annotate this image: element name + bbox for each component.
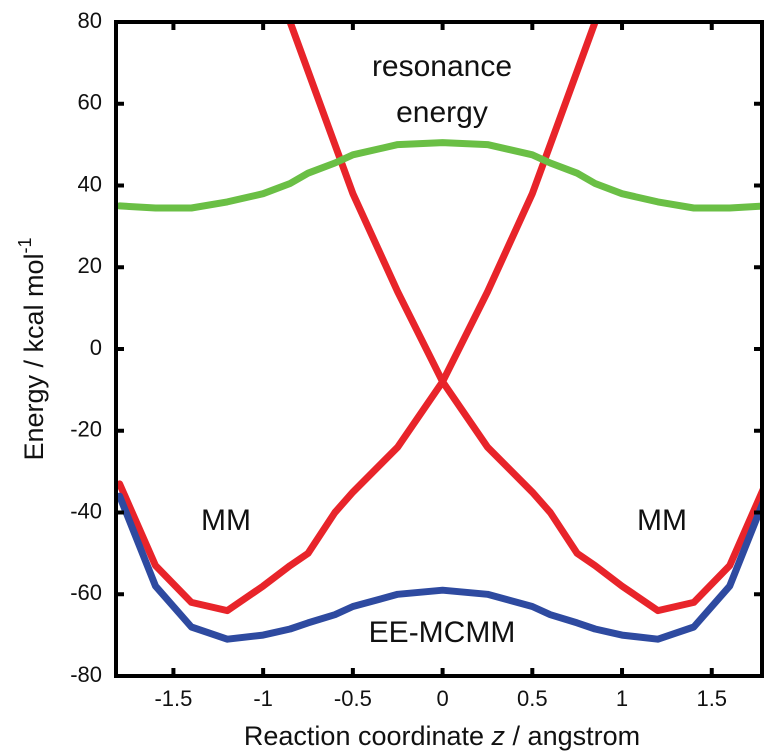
x-tick-label: -1.5: [154, 686, 192, 711]
x-axis-label: Reaction coordinate z / angstrom: [244, 721, 640, 751]
x-tick-label: -1: [253, 686, 273, 711]
x-tick-label: 1.5: [696, 686, 727, 711]
series-line: [116, 139, 762, 212]
y-tick-label: 80: [78, 8, 102, 33]
y-tick-label: -20: [70, 417, 102, 442]
annotation: MM: [201, 504, 251, 537]
x-label-part: z: [491, 721, 506, 751]
x-tick-label: 0.5: [517, 686, 548, 711]
plot-area: [116, 22, 762, 643]
annotation: MM: [637, 504, 687, 537]
x-tick-label: 1: [616, 686, 628, 711]
series-line: [116, 492, 762, 643]
y-label-text: Energy / kcal mol: [19, 253, 49, 460]
y-axis-label: Energy / kcal mol-1: [15, 237, 49, 460]
annotation: EE-MCMM: [369, 616, 516, 649]
series-line: [286, 22, 762, 615]
annotation: energy: [396, 96, 488, 129]
y-tick-label: 40: [78, 171, 102, 196]
series-line: [116, 22, 599, 615]
x-label-part: Reaction coordinate: [244, 721, 492, 751]
y-tick-label: -60: [70, 580, 102, 605]
y-label-sup: -1: [15, 237, 35, 253]
x-tick-label: -0.5: [334, 686, 372, 711]
y-tick-label: 0: [90, 335, 102, 360]
y-tick-label: -40: [70, 498, 102, 523]
annotation: resonance: [372, 50, 512, 83]
y-tick-label: -80: [70, 662, 102, 687]
x-tick-label: 0: [436, 686, 448, 711]
y-tick-label: 20: [78, 253, 102, 278]
x-label-part: / angstrom: [505, 721, 640, 751]
y-tick-label: 60: [78, 90, 102, 115]
